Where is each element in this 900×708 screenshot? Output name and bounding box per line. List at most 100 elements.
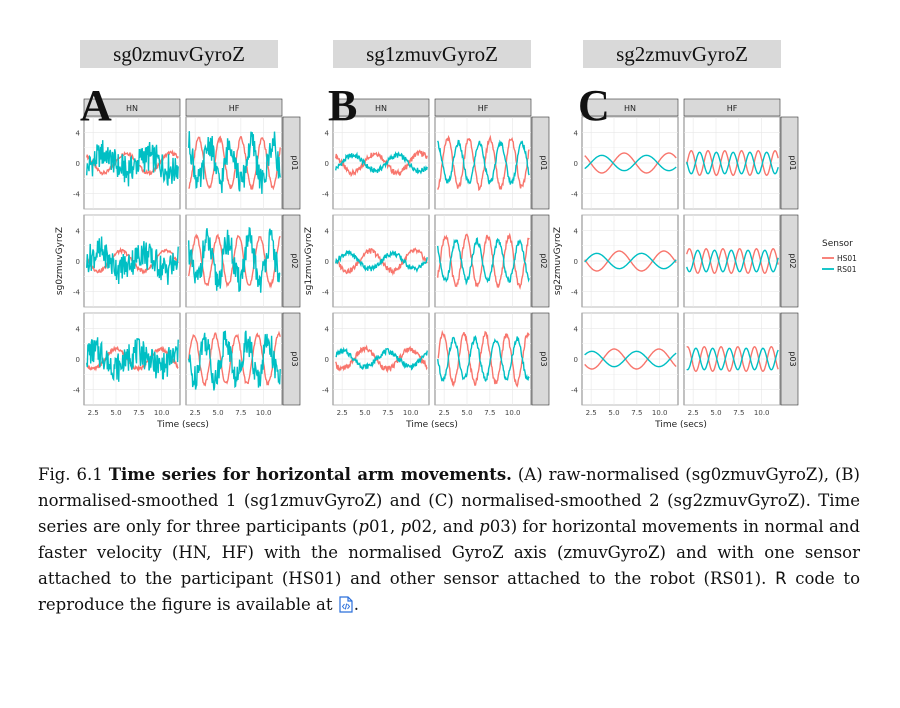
facet-row-label: p03 <box>539 351 548 366</box>
y-axis-title: sg1zmuvGyroZ <box>304 227 314 295</box>
caption-title: Time series for horizontal arm movements… <box>108 465 512 484</box>
series-rs01-line <box>437 334 530 383</box>
series-rs01-line <box>686 249 779 273</box>
y-tick-label: 0 <box>76 160 80 168</box>
y-tick-label: 4 <box>76 325 81 333</box>
facet-col-label: HN <box>375 104 387 113</box>
x-axis-title: Time (secs) <box>654 420 707 430</box>
facet-strip-row <box>531 116 550 210</box>
y-axis-title: sg2zmuvGyroZ <box>553 227 563 295</box>
y-tick-label: -4 <box>322 191 330 199</box>
series-hs01-line <box>686 149 779 177</box>
caption-text-1: (A) raw-normalised (sg0zmuvGyroZ), (B) n… <box>38 465 860 536</box>
facet-col-label: HN <box>624 104 636 113</box>
x-tick-label: 10.0 <box>403 409 419 417</box>
y-tick-label: 0 <box>574 258 578 266</box>
series-rs01-line <box>437 237 530 286</box>
facet-row-label: p02 <box>788 253 797 268</box>
facet-strip-row <box>780 116 799 210</box>
series-rs01-line <box>686 151 779 175</box>
y-tick-label: -4 <box>73 289 81 297</box>
y-tick-label: 0 <box>325 160 329 168</box>
series-hs01-line <box>686 345 779 373</box>
caption-n1: 01, <box>368 517 401 536</box>
caption-end: . <box>353 595 360 614</box>
facet-col-label: HF <box>478 104 489 113</box>
series-rs01-line <box>335 249 428 273</box>
panel-a-title: sg0zmuvGyroZ <box>80 40 278 68</box>
x-tick-label: 7.5 <box>484 409 495 417</box>
x-tick-label: 10.0 <box>154 409 170 417</box>
y-tick-label: 0 <box>574 356 578 364</box>
x-tick-label: 5.0 <box>359 409 370 417</box>
x-tick-label: 5.0 <box>461 409 472 417</box>
legend-label: HS01 <box>837 254 857 263</box>
series-hs01-line <box>584 348 677 370</box>
y-tick-label: 0 <box>574 160 578 168</box>
x-axis-title: Time (secs) <box>156 420 209 430</box>
facet-col-label: HN <box>126 104 138 113</box>
facet-row-label: p01 <box>788 155 797 170</box>
facet-strip-row <box>780 214 799 308</box>
caption-text-2: code to reproduce the figure is availabl… <box>38 569 860 614</box>
facet-strip-col <box>683 98 781 117</box>
x-tick-label: 5.0 <box>608 409 619 417</box>
series-hs01-line <box>437 329 530 388</box>
legend: Sensor HS01 RS01 <box>822 239 857 274</box>
series-hs01-line <box>584 152 677 174</box>
figure-plot: HN HF p01 4 0 -4 p02 4 0 -4 p03 4 0 -4 2.5 5.0 7.5 10.0 2.… <box>55 98 857 430</box>
series-rs01-line <box>437 139 530 185</box>
facet-strip-col <box>83 98 181 117</box>
caption-lead: Fig. 6.1 <box>38 465 109 484</box>
y-tick-label: 4 <box>574 325 579 333</box>
series-rs01-line <box>335 346 428 371</box>
x-tick-label: 2.5 <box>337 409 348 417</box>
series-rs01-line <box>584 154 677 172</box>
facet-strip-row <box>282 312 301 406</box>
panel-letter-a: A <box>80 81 112 130</box>
facet-col-label: HF <box>229 104 240 113</box>
y-tick-label: 4 <box>325 325 330 333</box>
facet-strip-col <box>434 98 532 117</box>
facet-row-label: p03 <box>290 351 299 366</box>
series-rs01-line <box>86 337 179 382</box>
facet-strip-row <box>531 312 550 406</box>
panel-b-title: sg1zmuvGyroZ <box>333 40 531 68</box>
caption-r-language: R <box>775 569 787 588</box>
x-tick-label: 5.0 <box>212 409 223 417</box>
y-tick-label: 4 <box>76 227 81 235</box>
y-tick-label: 4 <box>325 129 330 137</box>
y-tick-label: 0 <box>76 356 80 364</box>
y-tick-label: 0 <box>325 258 329 266</box>
x-tick-label: 5.0 <box>110 409 121 417</box>
panel-letter-c: C <box>578 81 610 130</box>
x-axis-title: Time (secs) <box>405 420 458 430</box>
caption-n3: 03) for horizontal movements in normal a… <box>38 517 860 588</box>
series-hs01-line <box>188 233 281 289</box>
series-rs01-line <box>188 226 281 293</box>
y-tick-label: 0 <box>325 356 329 364</box>
series-rs01-line <box>584 350 677 368</box>
x-tick-label: 5.0 <box>710 409 721 417</box>
x-tick-label: 7.5 <box>133 409 144 417</box>
series-rs01-line <box>86 236 179 285</box>
series-hs01-line <box>188 330 281 387</box>
y-tick-label: -4 <box>322 387 330 395</box>
x-tick-label: 2.5 <box>190 409 201 417</box>
caption-p: p <box>479 517 490 536</box>
facet-row-label: p03 <box>788 351 797 366</box>
x-tick-label: 2.5 <box>688 409 699 417</box>
x-tick-label: 7.5 <box>235 409 246 417</box>
series-rs01-line <box>86 140 179 187</box>
y-axis-title: sg0zmuvGyroZ <box>55 227 65 295</box>
y-tick-label: -4 <box>571 191 579 199</box>
y-tick-label: 4 <box>76 129 81 137</box>
code-file-icon[interactable] <box>338 596 354 613</box>
caption-p: p <box>358 517 369 536</box>
facet-panel-b: HN HF p01 4 0 -4 p02 4 0 -4 p03 4 0 -4 2.5 5.0 7.5 10.0 2.… <box>304 98 550 430</box>
x-tick-label: 10.0 <box>505 409 521 417</box>
facet-strip-row <box>282 116 301 210</box>
panel-c-title: sg2zmuvGyroZ <box>583 40 781 68</box>
x-tick-label: 10.0 <box>754 409 770 417</box>
y-tick-label: -4 <box>73 191 81 199</box>
